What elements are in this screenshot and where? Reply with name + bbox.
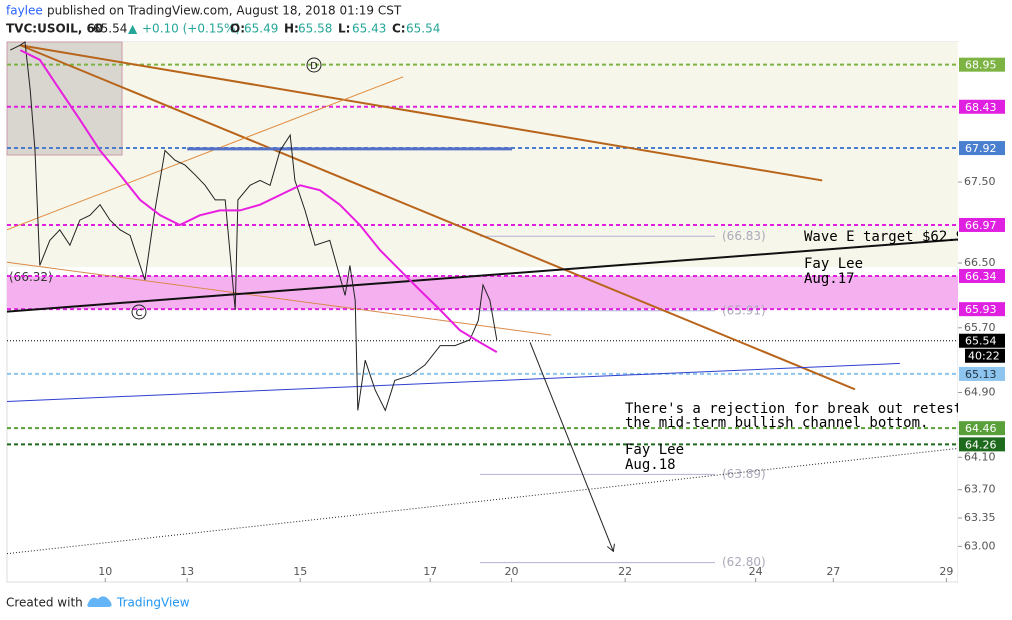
price-line [19, 49, 498, 353]
logo [87, 596, 112, 607]
wave-label: D [310, 61, 318, 72]
level-badge [959, 333, 1005, 348]
ohlc-value: 65.49 [244, 22, 278, 36]
band [7, 275, 958, 310]
level-badge [959, 302, 1005, 317]
note-label: (65.91) [722, 303, 766, 317]
y-tick-label: 63.00 [964, 539, 996, 552]
level-label: 65.13 [965, 368, 997, 381]
x-tick-label: 20 [505, 565, 519, 578]
level-label: 68.43 [965, 101, 997, 114]
ohlc-label: C: [392, 22, 406, 36]
footer-created: Created with [6, 596, 83, 610]
trendline [20, 44, 823, 182]
level-badge [959, 57, 1005, 72]
annotation: Fay Lee [804, 256, 863, 272]
y-tick-label: 66.50 [964, 256, 996, 269]
y-tick-label: 64.10 [964, 450, 996, 463]
arrow: ▲ [128, 22, 138, 36]
level-badge [959, 217, 1005, 232]
x-tick-label: 15 [293, 565, 307, 578]
annotation: Aug.18 [625, 457, 676, 473]
level-label: 65.54 [965, 335, 997, 348]
annotation: Fay Lee [625, 442, 684, 458]
last: 65.54 [93, 22, 127, 36]
y-tick-label: 67.50 [964, 175, 996, 188]
x-tick-label: 17 [423, 565, 437, 578]
trendline [6, 76, 404, 231]
note-label: (63.89) [722, 467, 766, 481]
footer-brand[interactable]: TradingView [116, 596, 190, 610]
note-label: (66.83) [722, 229, 766, 243]
wave-label: C [136, 308, 143, 319]
annotation: Wave E target $62.9 [804, 229, 964, 245]
trendline [6, 261, 552, 336]
level-badge [959, 141, 1005, 156]
trendline [19, 44, 856, 391]
level-label: 64.46 [965, 422, 997, 435]
level-label: 66.34 [965, 270, 997, 283]
note-label: (62.80) [722, 555, 766, 569]
y-tick-label: 63.35 [964, 511, 996, 524]
level-badge [959, 268, 1005, 283]
x-tick-label: 29 [939, 565, 953, 578]
shade [7, 42, 958, 267]
user: faylee [6, 4, 43, 18]
x-tick-label: 27 [826, 565, 840, 578]
price-line [9, 41, 498, 412]
annotation: There's a rejection for break out retest… [625, 401, 987, 417]
level-label: 66.97 [965, 219, 997, 232]
x-tick-label: 13 [180, 565, 194, 578]
level-badge [959, 421, 1005, 436]
y-tick-label: 63.70 [964, 483, 996, 496]
ohlc-value: 65.43 [352, 22, 386, 36]
note-label: (66.32) [9, 270, 53, 284]
x-tick-label: 10 [98, 565, 112, 578]
x-tick-label: 24 [749, 565, 763, 578]
wave-marker [131, 304, 147, 320]
level-label: 67.92 [965, 142, 997, 155]
level-label: 65.93 [965, 303, 997, 316]
y-tick-label: 64.90 [964, 386, 996, 399]
trendline [6, 362, 900, 402]
symbol: TVC:USOIL, 60 [6, 22, 103, 36]
annotation: Aug.17 [804, 271, 855, 287]
level-label: 68.95 [965, 59, 997, 72]
level-label: 64.26 [965, 438, 997, 451]
y-tick-label: 65.70 [964, 321, 996, 334]
ohlc-label: O: [230, 22, 245, 36]
level-badge [959, 366, 1005, 381]
wave-marker [306, 57, 322, 73]
ohlc-value: 65.58 [298, 22, 332, 36]
trendline [6, 235, 1001, 313]
trendline [529, 342, 613, 550]
change: +0.10 (+0.15%) [142, 22, 240, 36]
annotation: the mid-term bullish channel bottom. [625, 415, 928, 431]
ohlc-value: 65.54 [406, 22, 440, 36]
countdown: 40:22 [968, 350, 1000, 363]
level-badge [959, 99, 1005, 114]
countdown-badge [965, 348, 1005, 363]
ohlc-label: L: [338, 22, 350, 36]
trendline [6, 447, 959, 555]
x-tick-label: 22 [618, 565, 632, 578]
level-badge [959, 437, 1005, 452]
ohlc-label: H: [284, 22, 299, 36]
published: published on TradingView.com, August 18,… [47, 4, 402, 18]
